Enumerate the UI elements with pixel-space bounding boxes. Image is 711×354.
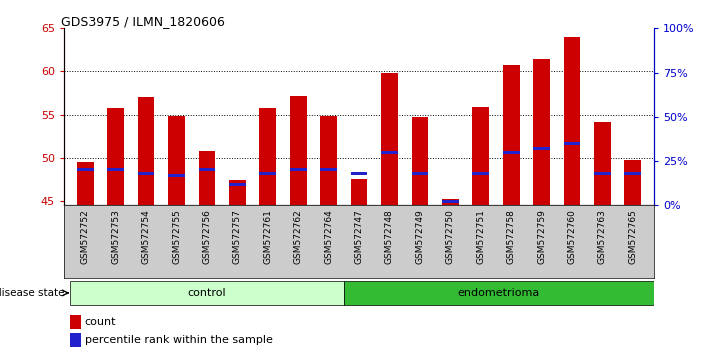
Bar <box>344 281 654 305</box>
Text: GSM572753: GSM572753 <box>111 209 120 264</box>
Bar <box>533 58 550 205</box>
Text: GSM572758: GSM572758 <box>507 209 515 264</box>
Bar <box>70 281 344 305</box>
Bar <box>107 108 124 205</box>
Bar <box>169 116 185 205</box>
Bar <box>70 315 80 329</box>
Bar <box>138 172 154 175</box>
Bar <box>198 169 215 171</box>
Bar <box>472 172 489 175</box>
Bar <box>381 73 398 205</box>
Bar <box>412 117 428 205</box>
Bar <box>351 172 368 175</box>
Text: disease state: disease state <box>0 288 65 298</box>
Bar <box>70 333 80 347</box>
Bar <box>533 147 550 150</box>
Text: GSM572757: GSM572757 <box>233 209 242 264</box>
Text: GSM572756: GSM572756 <box>203 209 211 264</box>
Text: GSM572759: GSM572759 <box>537 209 546 264</box>
Bar <box>351 179 368 205</box>
Text: GSM572748: GSM572748 <box>385 209 394 264</box>
Bar <box>564 142 580 145</box>
Text: GSM572754: GSM572754 <box>141 209 151 264</box>
Bar <box>594 172 611 175</box>
Text: GSM572760: GSM572760 <box>567 209 577 264</box>
Text: GSM572762: GSM572762 <box>294 209 303 264</box>
Bar <box>624 172 641 175</box>
Bar <box>624 160 641 205</box>
Bar <box>138 97 154 205</box>
Bar <box>442 200 459 203</box>
Bar <box>412 172 428 175</box>
Text: GSM572751: GSM572751 <box>476 209 485 264</box>
Bar <box>290 169 306 171</box>
Text: GSM572763: GSM572763 <box>598 209 607 264</box>
Text: GSM572764: GSM572764 <box>324 209 333 264</box>
Text: GSM572749: GSM572749 <box>415 209 424 264</box>
Bar <box>594 121 611 205</box>
Text: GDS3975 / ILMN_1820606: GDS3975 / ILMN_1820606 <box>61 15 225 28</box>
Bar <box>320 169 337 171</box>
Text: percentile rank within the sample: percentile rank within the sample <box>85 335 272 345</box>
Text: count: count <box>85 318 116 327</box>
Bar <box>260 108 276 205</box>
Bar <box>320 115 337 205</box>
Bar <box>381 151 398 154</box>
Bar <box>107 169 124 171</box>
Bar <box>503 65 520 205</box>
Bar <box>290 96 306 205</box>
Text: GSM572755: GSM572755 <box>172 209 181 264</box>
Bar <box>169 174 185 177</box>
Bar <box>564 37 580 205</box>
Bar <box>77 162 94 205</box>
Bar <box>503 151 520 154</box>
Bar <box>442 199 459 205</box>
Text: GSM572752: GSM572752 <box>81 209 90 264</box>
Bar <box>229 180 246 205</box>
Bar <box>77 169 94 171</box>
Bar <box>229 183 246 185</box>
Text: GSM572750: GSM572750 <box>446 209 455 264</box>
Text: GSM572747: GSM572747 <box>355 209 363 264</box>
Bar <box>260 172 276 175</box>
Text: GSM572761: GSM572761 <box>263 209 272 264</box>
Bar <box>472 107 489 205</box>
Bar <box>198 151 215 205</box>
Text: control: control <box>188 288 226 298</box>
Text: endometrioma: endometrioma <box>458 288 540 298</box>
Text: GSM572765: GSM572765 <box>629 209 637 264</box>
